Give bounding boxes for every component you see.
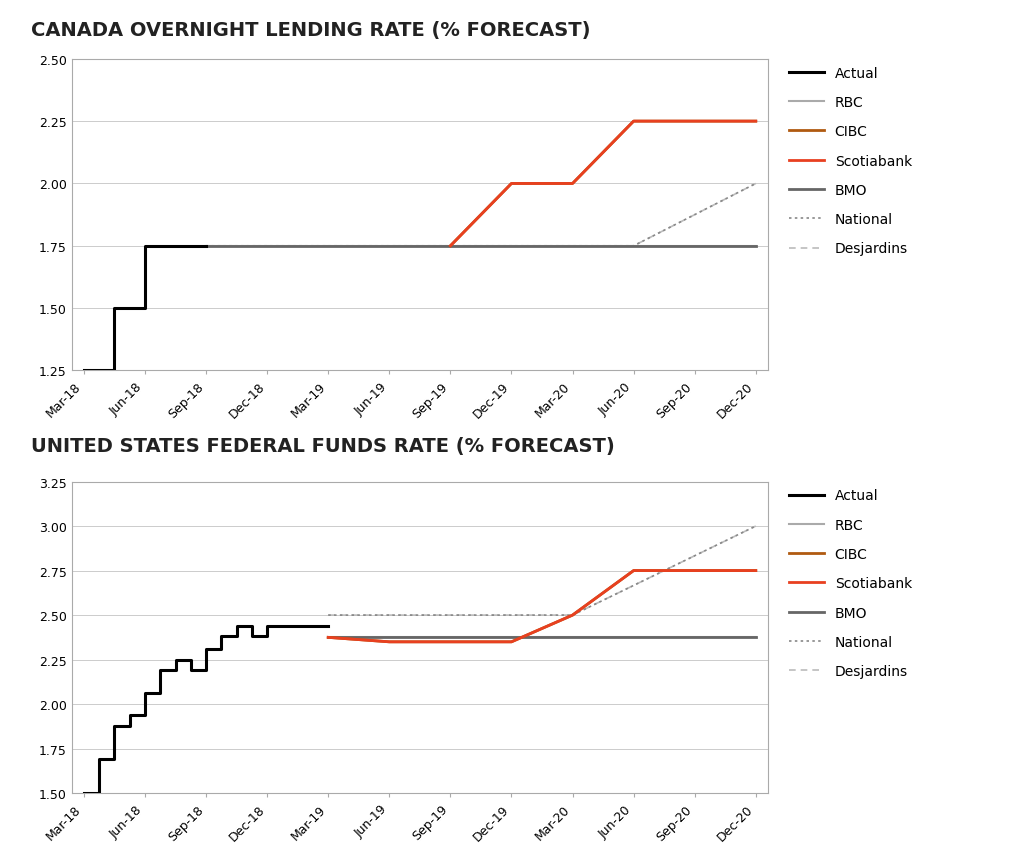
Legend: Actual, RBC, CIBC, Scotiabank, BMO, National, Desjardins: Actual, RBC, CIBC, Scotiabank, BMO, Nati… [788,67,912,256]
Text: CANADA OVERNIGHT LENDING RATE (% FORECAST): CANADA OVERNIGHT LENDING RATE (% FORECAS… [31,21,590,40]
Text: UNITED STATES FEDERAL FUNDS RATE (% FORECAST): UNITED STATES FEDERAL FUNDS RATE (% FORE… [31,437,614,456]
Legend: Actual, RBC, CIBC, Scotiabank, BMO, National, Desjardins: Actual, RBC, CIBC, Scotiabank, BMO, Nati… [788,489,912,678]
